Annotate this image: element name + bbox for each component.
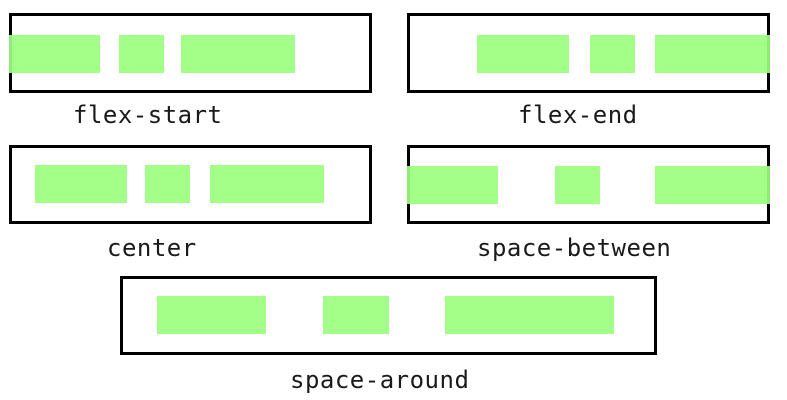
space-around-label: space-around — [290, 366, 470, 394]
space-between-item-2 — [555, 166, 600, 204]
flex-end-item-3 — [655, 35, 770, 73]
flex-start-label: flex-start — [73, 101, 223, 129]
flex-start-item-2 — [119, 35, 164, 73]
center-label: center — [107, 234, 197, 262]
center-item-1 — [35, 165, 127, 203]
space-around-item-1 — [157, 296, 266, 334]
center-item-2 — [145, 165, 190, 203]
space-around-item-3 — [445, 296, 614, 334]
flex-end-label: flex-end — [518, 101, 638, 129]
flex-start-item-3 — [181, 35, 295, 73]
space-between-item-1 — [407, 166, 498, 204]
center-item-3 — [210, 165, 324, 203]
flex-start-item-1 — [9, 35, 100, 73]
flex-end-item-1 — [477, 35, 569, 73]
space-between-label: space-between — [477, 234, 672, 262]
space-around-item-2 — [323, 296, 389, 334]
flex-end-item-2 — [590, 35, 635, 73]
space-between-item-3 — [655, 166, 770, 204]
